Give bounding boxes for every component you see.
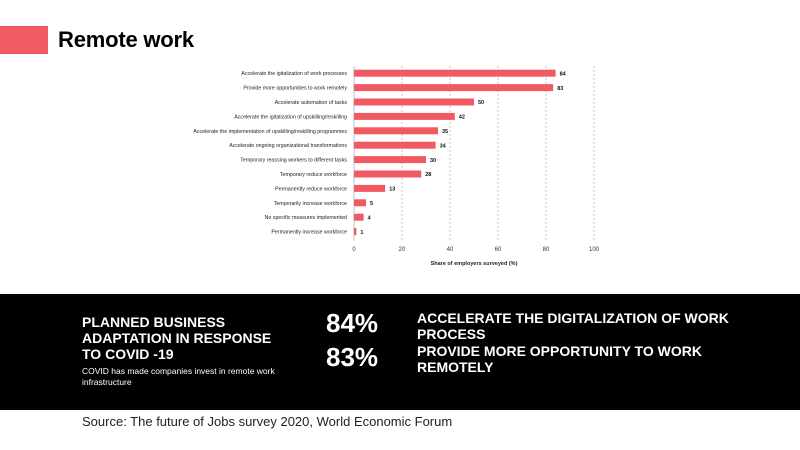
x-tick-label: 80	[543, 247, 550, 253]
bar	[354, 199, 366, 207]
category-label: Accelerate the igitalization of work pro…	[241, 71, 347, 77]
category-label: Temporary reassing workers to different …	[240, 158, 347, 164]
x-tick-label: 60	[495, 247, 502, 253]
stat-value-remote: 83%	[326, 342, 379, 372]
bar	[354, 228, 357, 236]
bar	[354, 141, 436, 149]
data-label: 1	[360, 230, 363, 236]
bar	[354, 98, 474, 106]
data-label: 35	[442, 129, 448, 135]
data-label: 28	[425, 172, 431, 178]
stat-value-digitalization: 84%	[326, 308, 379, 338]
category-label: No specific measures implemented	[265, 215, 347, 221]
data-label: 83	[557, 86, 563, 92]
bar	[354, 127, 438, 135]
data-label: 30	[430, 158, 436, 164]
data-label: 50	[478, 100, 484, 106]
bar	[354, 84, 554, 92]
bar	[354, 69, 556, 77]
bar	[354, 112, 455, 120]
x-tick-label: 0	[352, 247, 356, 253]
panel-heading: PLANNED BUSINESS ADAPTATION IN RESPONSE …	[82, 314, 272, 362]
category-label: Permanently increase workforce	[271, 230, 347, 236]
bar	[354, 213, 364, 221]
employer-adaptation-bar-chart: 0 20 40 60 80 100 Accelerate the igitalization…	[193, 66, 600, 267]
page-title: Remote work	[58, 27, 194, 52]
data-label: 5	[370, 201, 373, 207]
data-label: 4	[368, 215, 372, 221]
stat-label-remote: PROVIDE MORE OPPORTUNITY TO WORK REMOTEL…	[417, 343, 702, 375]
bar	[354, 170, 422, 178]
category-label: Temporary reduce workforce	[280, 172, 347, 178]
data-label: 13	[389, 187, 395, 193]
category-label: Accelerate the igitalization of upskilli…	[234, 114, 347, 120]
x-axis-label: Share of employers surveyed (%)	[431, 261, 518, 267]
x-tick-label: 100	[589, 247, 600, 253]
category-label: Accelerate ongoing organizational transf…	[229, 143, 347, 149]
category-label: Provide more opportunities to work remot…	[243, 86, 347, 92]
source-note: Source: The future of Jobs survey 2020, …	[82, 414, 453, 429]
category-label: Accelerate the implementation of upskill…	[193, 129, 347, 135]
data-label: 42	[459, 115, 465, 121]
data-label: 84	[560, 71, 567, 77]
bar	[354, 184, 386, 192]
stat-label-digitalization: ACCELERATE THE DIGITALIZATION OF WORK PR…	[417, 310, 729, 342]
category-label: Permanently reduce workforce	[275, 186, 347, 192]
title-accent-block	[0, 26, 48, 54]
bar	[354, 156, 426, 164]
category-label: Temporarily increase workforce	[274, 201, 347, 207]
panel-subtext: COVID has made companies invest in remot…	[82, 366, 275, 387]
data-label: 34	[440, 143, 447, 149]
x-tick-label: 20	[399, 247, 406, 253]
category-label: Accelerate automation of tasks	[275, 100, 348, 106]
x-tick-label: 40	[447, 247, 454, 253]
summary-panel: PLANNED BUSINESS ADAPTATION IN RESPONSE …	[0, 294, 800, 410]
